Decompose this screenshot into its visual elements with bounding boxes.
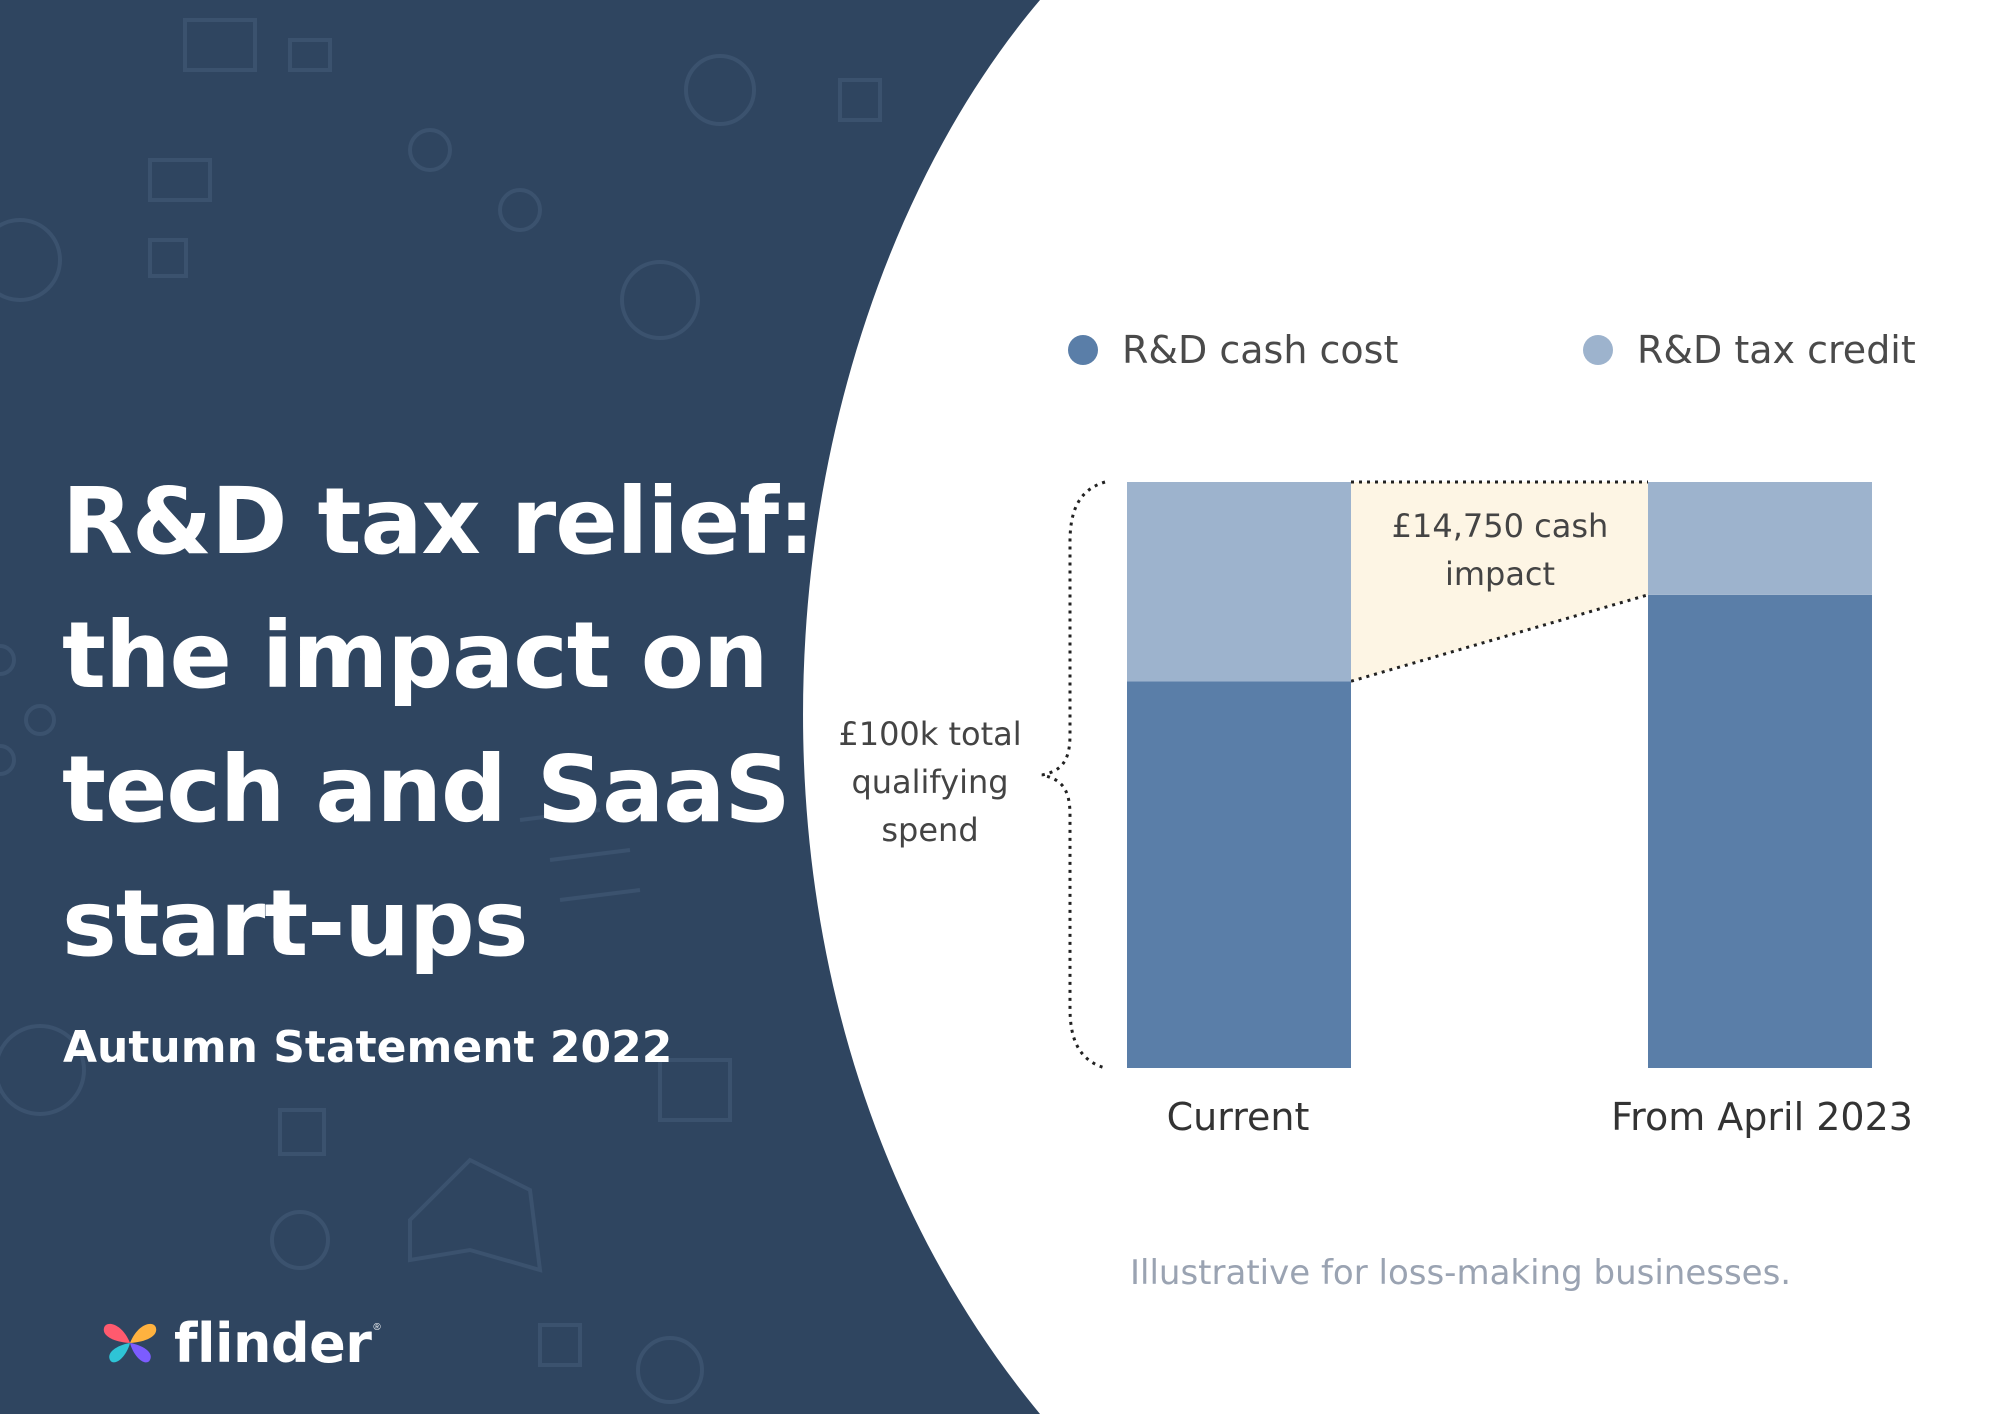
legend-swatch [1583,335,1613,365]
clock-icon [620,260,700,340]
legend-label: R&D cash cost [1122,328,1399,372]
checklist-icon [559,888,641,902]
impact-slope-line [1350,593,1649,683]
document-icon [838,78,882,122]
document-icon [148,238,188,278]
document-icon [278,1108,326,1156]
bar-segment-tax-credit [1127,482,1351,682]
node-icon [498,188,542,232]
brand-wordmark: flinder [174,1311,372,1375]
brace-line [1041,480,1106,1070]
title-line: tech and SaaS [62,736,791,843]
clock-icon [684,54,756,126]
title-line: R&D tax relief: [62,468,815,575]
node-icon [0,644,16,676]
node-icon [24,704,56,736]
node-icon [408,128,452,172]
legend-item-cash-cost: R&D cash cost [1068,328,1398,372]
bar-segment-cash-cost [1648,594,1872,1068]
bar-segment-cash-cost [1127,681,1351,1068]
node-icon [0,744,16,776]
title-panel [0,0,1040,1414]
title-line: the impact on [62,602,768,709]
spend-brace [1041,480,1106,1070]
area-chart-icon [408,1157,543,1273]
page-subtitle: Autumn Statement 2022 [63,1022,673,1073]
brace-label-line: £100k total [838,715,1022,753]
checklist-icon [519,808,601,822]
category-label-april-2023: From April 2023 [1611,1095,1913,1139]
category-label-current: Current [1166,1095,1310,1139]
document-icon [288,38,332,72]
page-title: R&D tax relief: the impact on tech and S… [62,455,815,991]
brand-logo: flinder ® [100,1308,381,1378]
impact-label: £14,750 cash impact [1391,507,1609,593]
brace-label-line: qualifying [851,763,1009,801]
clock-icon [270,1210,330,1270]
clock-icon [0,218,62,302]
decorative-icon-pattern [0,18,882,1404]
document-icon [183,18,257,72]
impact-band [1350,480,1649,683]
document-icon [658,1058,732,1122]
registered-mark: ® [373,1322,381,1333]
title-line: start-ups [62,870,528,977]
footnote: Illustrative for loss-making businesses. [1130,1253,1792,1293]
document-icon [538,1323,582,1367]
brace-label: £100k total qualifying spend [820,710,1040,854]
bar-segment-tax-credit [1648,482,1872,595]
legend-label: R&D tax credit [1637,328,1916,372]
checklist-icon [549,848,631,862]
brace-label-line: spend [881,811,979,849]
impact-area [1351,482,1648,682]
bars [1127,482,1872,1068]
document-icon [148,158,212,202]
legend-swatch [1068,335,1098,365]
legend-item-tax-credit: R&D tax credit [1583,328,1916,372]
butterfly-icon [103,1323,157,1363]
clock-icon [636,1336,704,1404]
clock-icon [0,1024,86,1116]
